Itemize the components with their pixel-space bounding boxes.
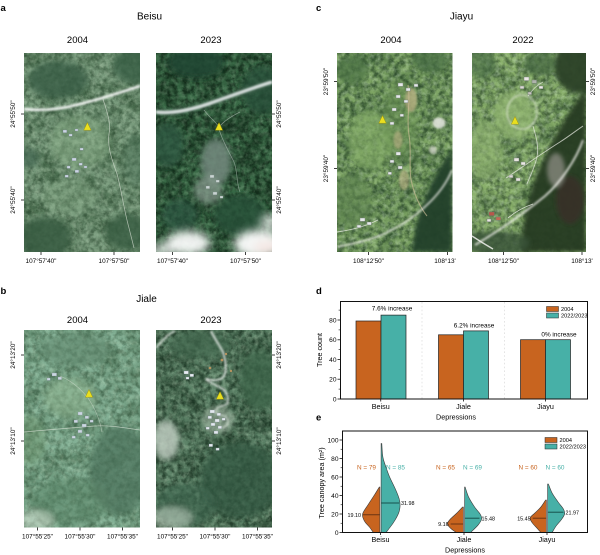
- svg-text:21.97: 21.97: [566, 510, 580, 516]
- svg-text:107°55'35": 107°55'35": [107, 533, 138, 541]
- svg-text:107°55'25": 107°55'25": [157, 533, 188, 541]
- svg-text:Jiayu: Jiayu: [539, 535, 556, 544]
- svg-text:80: 80: [331, 456, 339, 463]
- svg-text:d: d: [316, 286, 322, 297]
- svg-text:0: 0: [335, 530, 339, 537]
- svg-text:2004: 2004: [560, 438, 572, 444]
- svg-text:24°55'50": 24°55'50": [275, 100, 283, 127]
- svg-text:Tree canopy area (m²): Tree canopy area (m²): [317, 447, 326, 518]
- svg-text:40: 40: [331, 493, 339, 500]
- svg-text:20: 20: [329, 377, 337, 384]
- svg-text:15.48: 15.48: [482, 516, 496, 522]
- svg-text:107°57'50": 107°57'50": [99, 257, 130, 265]
- svg-text:2023: 2023: [200, 35, 221, 46]
- svg-text:108°12'50": 108°12'50": [488, 257, 519, 265]
- svg-text:20: 20: [331, 511, 339, 518]
- svg-text:N = 85: N = 85: [386, 465, 405, 472]
- svg-text:Depressions: Depressions: [445, 546, 485, 555]
- svg-text:a: a: [1, 3, 7, 14]
- svg-text:2022/2023: 2022/2023: [561, 314, 587, 320]
- svg-text:24°13'20": 24°13'20": [275, 341, 283, 368]
- svg-text:107°55'30": 107°55'30": [65, 533, 96, 541]
- svg-text:24°55'50": 24°55'50": [9, 100, 17, 127]
- svg-text:N = 60: N = 60: [545, 465, 564, 472]
- svg-text:24°13'10": 24°13'10": [275, 427, 283, 454]
- svg-text:23°59'40": 23°59'40": [589, 155, 597, 182]
- svg-text:Jiale: Jiale: [456, 402, 471, 411]
- svg-text:2023: 2023: [200, 315, 221, 326]
- svg-text:23°59'40": 23°59'40": [322, 155, 330, 182]
- svg-text:Beisu: Beisu: [372, 535, 390, 544]
- svg-text:19.10: 19.10: [348, 513, 362, 519]
- svg-text:24°13'10": 24°13'10": [9, 427, 17, 454]
- svg-text:Depressions: Depressions: [436, 413, 476, 422]
- svg-text:107°57'40": 107°57'40": [26, 257, 57, 265]
- svg-text:108°12'50": 108°12'50": [353, 257, 384, 265]
- svg-text:100: 100: [327, 437, 338, 444]
- svg-text:107°55'30": 107°55'30": [200, 533, 231, 541]
- svg-text:24°55'40": 24°55'40": [9, 186, 17, 213]
- svg-text:Jiale: Jiale: [136, 294, 157, 305]
- svg-text:80: 80: [329, 317, 337, 324]
- svg-text:9.16: 9.16: [438, 522, 449, 528]
- svg-text:Tree count: Tree count: [315, 333, 324, 367]
- svg-text:24°55'40": 24°55'40": [275, 186, 283, 213]
- svg-text:Jiayu: Jiayu: [450, 12, 473, 23]
- svg-text:107°57'50": 107°57'50": [230, 257, 261, 265]
- svg-text:2022/2023: 2022/2023: [560, 445, 586, 451]
- svg-text:c: c: [316, 3, 321, 14]
- svg-text:24°13'20": 24°13'20": [9, 341, 17, 368]
- svg-text:108°13': 108°13': [571, 257, 593, 265]
- svg-text:0% increase: 0% increase: [541, 332, 577, 339]
- svg-text:23°59'50": 23°59'50": [589, 68, 597, 95]
- svg-text:108°13': 108°13': [434, 257, 456, 265]
- svg-text:N = 60: N = 60: [518, 465, 537, 472]
- svg-text:2022: 2022: [512, 35, 533, 46]
- svg-text:N = 79: N = 79: [357, 465, 376, 472]
- svg-text:7.6% increase: 7.6% increase: [372, 306, 413, 313]
- svg-text:N = 69: N = 69: [463, 465, 482, 472]
- svg-text:107°57'40": 107°57'40": [157, 257, 188, 265]
- svg-text:60: 60: [329, 337, 337, 344]
- svg-text:107°55'25": 107°55'25": [22, 533, 53, 541]
- svg-text:Jiayu: Jiayu: [537, 402, 554, 411]
- svg-text:2004: 2004: [380, 35, 401, 46]
- svg-text:6.2% increase: 6.2% increase: [454, 323, 495, 330]
- svg-text:b: b: [1, 286, 7, 297]
- svg-text:107°55'35": 107°55'35": [242, 533, 273, 541]
- svg-text:60: 60: [331, 474, 339, 481]
- svg-text:e: e: [316, 413, 321, 424]
- svg-text:40: 40: [329, 357, 337, 364]
- svg-text:31.98: 31.98: [401, 501, 415, 507]
- svg-text:2004: 2004: [67, 35, 88, 46]
- svg-text:2004: 2004: [67, 315, 88, 326]
- svg-text:N = 65: N = 65: [436, 465, 455, 472]
- svg-text:2004: 2004: [561, 307, 573, 313]
- svg-text:0: 0: [333, 396, 337, 403]
- svg-text:Beisu: Beisu: [137, 12, 162, 23]
- svg-text:Beisu: Beisu: [372, 402, 390, 411]
- svg-text:23°59'50": 23°59'50": [322, 68, 330, 95]
- svg-text:15.45: 15.45: [517, 516, 531, 522]
- svg-text:Jiale: Jiale: [457, 535, 472, 544]
